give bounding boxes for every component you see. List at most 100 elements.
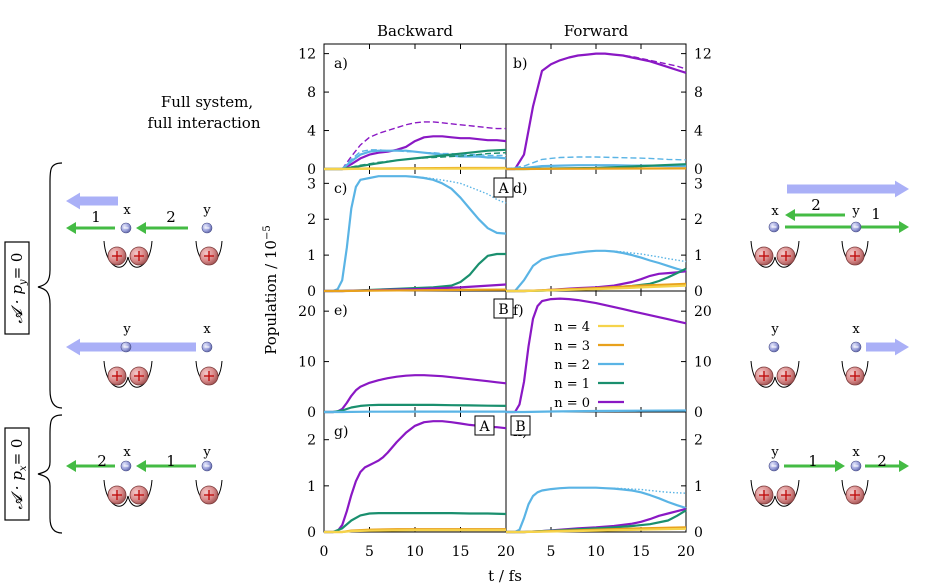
y-tick-label-left: 10 [298,355,316,371]
y-tick-label-right: 10 [694,355,712,371]
y-tick-label-right: 0 [694,284,703,300]
forward-title: Forward [564,22,629,40]
series-line-n0-solid [324,420,507,534]
box-a-row4: A [474,415,495,436]
arrow-number-1: 1 [91,208,101,226]
y-tick-label-right: 1 [694,479,703,495]
backward-title: Backward [377,22,453,40]
green-arrow-2-head [136,222,146,234]
y-tick-label-right: 0 [694,525,703,541]
y-tick-label-left: 2 [307,212,316,228]
green-arrow-2-head [899,460,909,472]
gauge-px-label: 𝓐 · px= 0 [8,439,29,510]
electron-label-y: y [122,322,131,337]
panel-frame [323,168,507,292]
electron-label-x: x [852,322,860,337]
panel-frame [505,411,687,533]
light-arrow-head [895,180,909,198]
y-tick-label-left: 1 [307,479,316,495]
electron-label-y: y [770,445,779,460]
y-tick-label-left: 2 [307,433,316,449]
gauge-py-val: = 0 [8,253,26,280]
series-line-n0-solid [506,297,687,414]
panel-frame [323,290,507,413]
arrow-number-1: 1 [166,452,176,470]
panel-label-a: a) [334,56,348,72]
panel-label-f: f) [513,303,524,319]
y-tick-label-left: 0 [307,162,316,178]
box-b-row3-label: B [498,302,508,318]
gauge-py-text: 𝓐 · p [8,285,26,324]
diagram-right-top: 2 1 x y [750,180,909,268]
x-tick-label: 10 [587,544,605,560]
green-arrow-1-head [66,222,76,234]
x-tick-label: 0 [320,544,329,560]
series-line-n3-solid [324,288,507,293]
box-b-row4: B [510,415,531,436]
legend-label: n = 4 [554,320,590,335]
series-line-n1-dashed [324,152,507,170]
series-line-n0-solid [324,374,507,414]
green-arrow-2-head [66,460,76,472]
y-tick-label-left: 12 [298,47,316,63]
y-axis-label-text: Population / 10 [262,240,280,355]
gauge-px-text: 𝓐 · p [8,471,26,510]
y-tick-label-right: 4 [694,124,703,140]
legend-label: n = 1 [554,377,590,392]
series-line-n2-dotted [506,250,687,292]
y-tick-label-right: 8 [694,85,703,101]
gauge-py-label: 𝓐 · py= 0 [8,253,29,324]
arrow-number-2: 2 [811,196,821,214]
y-tick-label-left: 0 [307,525,316,541]
y-axis-label-exp: −5 [262,225,273,240]
electron-label-y: y [851,204,860,219]
series-line-n0-dashed [324,121,506,170]
x-tick-label: 15 [452,544,470,560]
panel-label-b: b) [513,56,527,72]
series-line-n3-solid [506,167,687,171]
series-line-n4-solid [324,167,507,171]
diagram-left-top: 1 2 x y [66,192,223,268]
series-line-n2-solid [324,149,507,171]
arrow-number-1: 1 [808,452,818,470]
y-tick-label-right: 0 [694,405,703,421]
green-arrow-2-head [785,209,795,221]
y-tick-label-left: 8 [307,85,316,101]
y-tick-label-right: 2 [694,433,703,449]
box-a-row4-label: A [478,419,490,435]
y-tick-label-left: 0 [307,284,316,300]
series-line-n2-dashed [505,156,687,170]
electron-label-x: x [771,204,779,219]
y-tick-label-left: 3 [307,176,316,192]
y-axis-label: Population / 10−5 [262,225,280,354]
diagram-left-bot: 2 1 x y [66,445,223,507]
electron-label-y: y [770,322,779,337]
green-arrow-1-head [136,460,146,472]
y-tick-label-right: 2 [694,212,703,228]
series-line-n2-solid [506,486,687,534]
x-tick-label: 10 [406,544,424,560]
panel-label-c: c) [334,181,347,197]
legend: n = 4 n = 3 n = 2 n = 1 n = 0 [554,320,624,411]
y-tick-label-right: 3 [694,176,703,192]
x-axis-label: t / fs [488,567,522,585]
panel-label-g: g) [334,424,348,440]
series-line-n1-solid [324,511,507,534]
box-a-row2-label: A [497,181,509,197]
x-tick-label: 5 [547,544,556,560]
diagram-right-bot: 1 2 y x [750,445,909,507]
arrow-number-2: 2 [877,452,887,470]
electron-label-x: x [203,322,211,337]
panel-label-e: e) [334,303,348,319]
legend-label: n = 0 [554,396,590,411]
y-tick-label-right: 12 [694,47,712,63]
series-line-n2-solid [324,175,507,293]
y-tick-label-right: 20 [694,304,712,320]
electron-label-y: y [202,445,211,460]
panel-label-d: d) [513,181,527,197]
y-tick-label-left: 20 [298,304,316,320]
series-line-n2-solid [506,409,687,414]
y-tick-label-left: 4 [307,124,316,140]
